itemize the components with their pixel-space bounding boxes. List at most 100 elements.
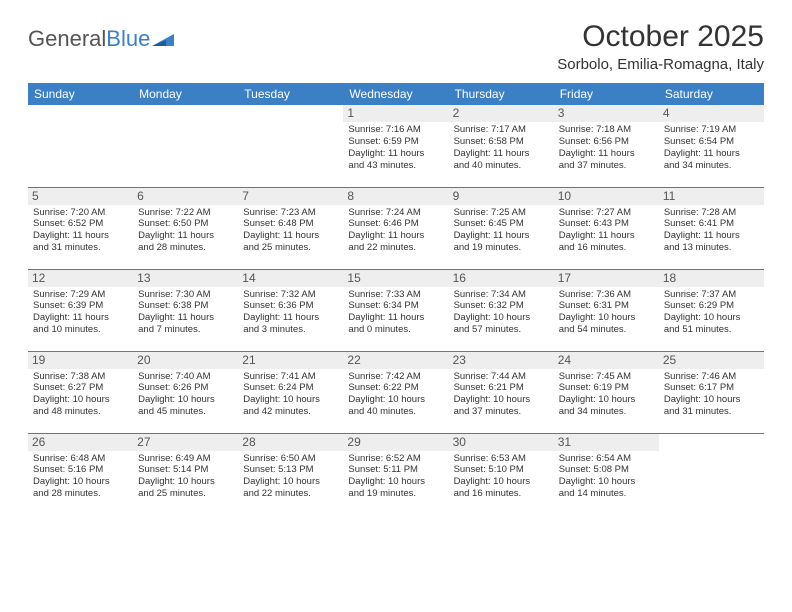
sunrise-text: Sunrise: 7:36 AM (559, 289, 654, 301)
day-number: 23 (449, 352, 554, 369)
sunrise-text: Sunrise: 7:16 AM (348, 124, 443, 136)
daylight-text: Daylight: 10 hours (33, 394, 128, 406)
daylight-text: Daylight: 11 hours (138, 230, 233, 242)
week-row: 26Sunrise: 6:48 AMSunset: 5:16 PMDayligh… (28, 433, 764, 515)
day-number: 5 (28, 188, 133, 205)
daylight-text: and 40 minutes. (348, 406, 443, 418)
daylight-text: Daylight: 11 hours (33, 312, 128, 324)
day-cell: 7Sunrise: 7:23 AMSunset: 6:48 PMDaylight… (238, 187, 343, 269)
day-cell: 11Sunrise: 7:28 AMSunset: 6:41 PMDayligh… (659, 187, 764, 269)
day-cell (133, 105, 238, 187)
sunset-text: Sunset: 6:46 PM (348, 218, 443, 230)
calendar-table: Sunday Monday Tuesday Wednesday Thursday… (28, 83, 764, 515)
daylight-text: and 31 minutes. (664, 406, 759, 418)
sunrise-text: Sunrise: 7:20 AM (33, 207, 128, 219)
sunrise-text: Sunrise: 7:30 AM (138, 289, 233, 301)
day-cell: 4Sunrise: 7:19 AMSunset: 6:54 PMDaylight… (659, 105, 764, 187)
sunrise-text: Sunrise: 7:27 AM (559, 207, 654, 219)
daylight-text: and 43 minutes. (348, 160, 443, 172)
day-cell: 14Sunrise: 7:32 AMSunset: 6:36 PMDayligh… (238, 269, 343, 351)
day-number: 4 (659, 105, 764, 122)
sunset-text: Sunset: 6:56 PM (559, 136, 654, 148)
sunrise-text: Sunrise: 7:23 AM (243, 207, 338, 219)
daylight-text: Daylight: 10 hours (243, 394, 338, 406)
day-header: Tuesday (238, 83, 343, 105)
day-number: 14 (238, 270, 343, 287)
daylight-text: Daylight: 10 hours (664, 394, 759, 406)
sunset-text: Sunset: 6:34 PM (348, 300, 443, 312)
day-cell: 10Sunrise: 7:27 AMSunset: 6:43 PMDayligh… (554, 187, 659, 269)
day-header: Saturday (659, 83, 764, 105)
daylight-text: Daylight: 11 hours (243, 230, 338, 242)
daylight-text: and 51 minutes. (664, 324, 759, 336)
daylight-text: Daylight: 11 hours (33, 230, 128, 242)
logo: GeneralBlue (28, 20, 174, 52)
daylight-text: and 42 minutes. (243, 406, 338, 418)
sunset-text: Sunset: 6:26 PM (138, 382, 233, 394)
daylight-text: and 54 minutes. (559, 324, 654, 336)
sunrise-text: Sunrise: 7:18 AM (559, 124, 654, 136)
sunrise-text: Sunrise: 7:24 AM (348, 207, 443, 219)
day-header: Wednesday (343, 83, 448, 105)
day-cell: 31Sunrise: 6:54 AMSunset: 5:08 PMDayligh… (554, 433, 659, 515)
sunset-text: Sunset: 6:19 PM (559, 382, 654, 394)
daylight-text: and 19 minutes. (348, 488, 443, 500)
daylight-text: and 37 minutes. (454, 406, 549, 418)
daylight-text: and 16 minutes. (454, 488, 549, 500)
day-cell: 12Sunrise: 7:29 AMSunset: 6:39 PMDayligh… (28, 269, 133, 351)
day-number: 3 (554, 105, 659, 122)
logo-text-2: Blue (106, 26, 150, 52)
logo-text-1: General (28, 26, 106, 52)
sunrise-text: Sunrise: 6:48 AM (33, 453, 128, 465)
day-number: 29 (343, 434, 448, 451)
day-cell (28, 105, 133, 187)
daylight-text: Daylight: 10 hours (559, 312, 654, 324)
sunset-text: Sunset: 6:32 PM (454, 300, 549, 312)
location-text: Sorbolo, Emilia-Romagna, Italy (557, 56, 764, 73)
sunrise-text: Sunrise: 7:32 AM (243, 289, 338, 301)
daylight-text: and 28 minutes. (33, 488, 128, 500)
daylight-text: Daylight: 10 hours (243, 476, 338, 488)
day-cell: 3Sunrise: 7:18 AMSunset: 6:56 PMDaylight… (554, 105, 659, 187)
sunrise-text: Sunrise: 7:22 AM (138, 207, 233, 219)
day-number: 25 (659, 352, 764, 369)
daylight-text: and 31 minutes. (33, 242, 128, 254)
day-cell: 15Sunrise: 7:33 AMSunset: 6:34 PMDayligh… (343, 269, 448, 351)
daylight-text: Daylight: 10 hours (454, 394, 549, 406)
day-cell: 2Sunrise: 7:17 AMSunset: 6:58 PMDaylight… (449, 105, 554, 187)
day-cell: 17Sunrise: 7:36 AMSunset: 6:31 PMDayligh… (554, 269, 659, 351)
day-cell: 13Sunrise: 7:30 AMSunset: 6:38 PMDayligh… (133, 269, 238, 351)
sunset-text: Sunset: 6:58 PM (454, 136, 549, 148)
day-cell: 24Sunrise: 7:45 AMSunset: 6:19 PMDayligh… (554, 351, 659, 433)
daylight-text: and 48 minutes. (33, 406, 128, 418)
daylight-text: Daylight: 10 hours (348, 394, 443, 406)
daylight-text: Daylight: 10 hours (454, 312, 549, 324)
daylight-text: Daylight: 11 hours (664, 148, 759, 160)
day-cell: 8Sunrise: 7:24 AMSunset: 6:46 PMDaylight… (343, 187, 448, 269)
daylight-text: Daylight: 10 hours (348, 476, 443, 488)
sunrise-text: Sunrise: 6:54 AM (559, 453, 654, 465)
day-cell: 9Sunrise: 7:25 AMSunset: 6:45 PMDaylight… (449, 187, 554, 269)
daylight-text: Daylight: 10 hours (664, 312, 759, 324)
sunrise-text: Sunrise: 7:25 AM (454, 207, 549, 219)
sunset-text: Sunset: 6:24 PM (243, 382, 338, 394)
day-header: Friday (554, 83, 659, 105)
daylight-text: Daylight: 11 hours (559, 230, 654, 242)
daylight-text: and 7 minutes. (138, 324, 233, 336)
daylight-text: Daylight: 11 hours (664, 230, 759, 242)
sunset-text: Sunset: 5:08 PM (559, 464, 654, 476)
day-number: 16 (449, 270, 554, 287)
day-cell: 25Sunrise: 7:46 AMSunset: 6:17 PMDayligh… (659, 351, 764, 433)
sunset-text: Sunset: 6:21 PM (454, 382, 549, 394)
day-cell: 5Sunrise: 7:20 AMSunset: 6:52 PMDaylight… (28, 187, 133, 269)
day-number: 24 (554, 352, 659, 369)
day-number: 27 (133, 434, 238, 451)
sunset-text: Sunset: 6:29 PM (664, 300, 759, 312)
day-number: 13 (133, 270, 238, 287)
daylight-text: Daylight: 11 hours (138, 312, 233, 324)
sunset-text: Sunset: 5:16 PM (33, 464, 128, 476)
sunrise-text: Sunrise: 7:19 AM (664, 124, 759, 136)
sunset-text: Sunset: 6:36 PM (243, 300, 338, 312)
day-cell: 19Sunrise: 7:38 AMSunset: 6:27 PMDayligh… (28, 351, 133, 433)
week-row: 5Sunrise: 7:20 AMSunset: 6:52 PMDaylight… (28, 187, 764, 269)
